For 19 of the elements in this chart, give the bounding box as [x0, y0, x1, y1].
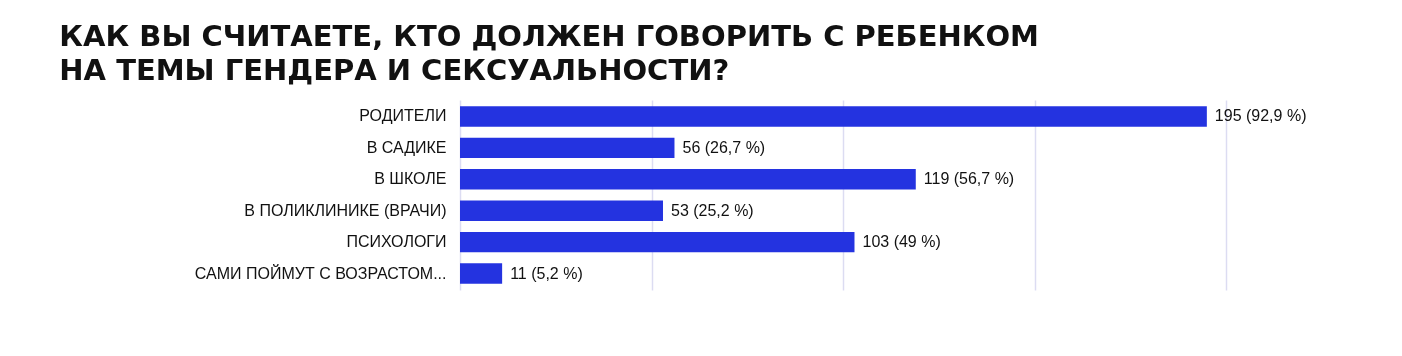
y-tick-label: В ШКОЛЕ — [374, 170, 447, 188]
y-tick-label: В ПОЛИКЛИНИКЕ (ВРАЧИ) — [244, 201, 447, 219]
bar — [460, 106, 1207, 127]
y-tick-label: САМИ ПОЙМУТ С ВОЗРАСТОМ... — [194, 263, 447, 282]
bar — [460, 169, 916, 190]
bar — [460, 137, 675, 159]
bar — [460, 231, 855, 253]
y-tick-label: ПСИХОЛОГИ — [346, 233, 447, 251]
data-label: 119 (56,7 %) — [923, 170, 1015, 188]
chart-title: КАК ВЫ СЧИТАЕТЕ, КТО ДОЛЖЕН ГОВОРИТЬ С РЕБЕНКОМ НА ТЕМЫ ГЕНДЕРА И СЕКСУАЛЬНОСТИ? — [59, 19, 1039, 87]
data-label: 53 (25,2 %) — [670, 201, 754, 219]
bar — [460, 200, 663, 221]
data-label: 103 (49 %) — [862, 233, 941, 251]
bar — [460, 263, 503, 284]
y-tick-label: В САДИКЕ — [366, 138, 447, 156]
data-label: 195 (92,9 %) — [1214, 107, 1307, 125]
y-tick-label: РОДИТЕЛИ — [359, 107, 447, 125]
data-label: 56 (26,7 %) — [682, 138, 766, 156]
data-label: 11 (5,2 %) — [510, 264, 583, 282]
